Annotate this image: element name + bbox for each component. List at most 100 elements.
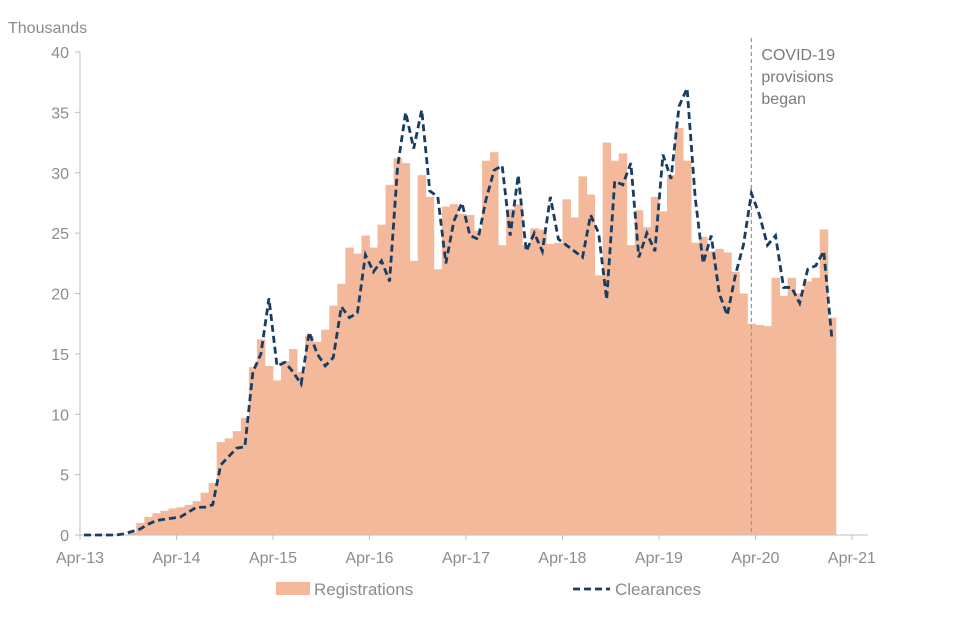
y-unit-label: Thousands (8, 20, 87, 37)
registrations-bar (385, 184, 394, 535)
registrations-bar (281, 361, 290, 535)
registrations-bar (811, 277, 821, 535)
registrations-bar (538, 229, 547, 535)
registrations-bar (514, 204, 523, 535)
registrations-bar (192, 501, 202, 535)
registrations-bar (353, 253, 362, 535)
covid-annotation-text: COVID-19 provisions began (761, 47, 835, 108)
registrations-bar (337, 283, 346, 535)
registrations-bar (683, 160, 692, 535)
covid-annotation-line-text: began (761, 91, 806, 108)
registrations-bar (691, 242, 700, 536)
registrations-bar (771, 277, 780, 535)
registrations-bar (184, 504, 193, 535)
registrations-bar (393, 158, 403, 535)
registrations-bar (795, 293, 805, 535)
registrations-bar (715, 248, 724, 535)
registrations-bar (602, 142, 612, 535)
registrations-bar (578, 176, 587, 535)
legend-clearances-label: Clearances (615, 580, 701, 599)
registrations-bar (827, 317, 837, 535)
registrations-bar (409, 260, 419, 535)
registrations-bar (465, 215, 475, 535)
x-tick-label: Apr-21 (828, 550, 876, 567)
registrations-bar (498, 245, 507, 535)
registrations-bar (449, 204, 459, 535)
registrations-bar (160, 510, 169, 535)
registrations-bar (803, 281, 813, 535)
registrations-bar (401, 163, 411, 535)
covid-annotation-line-text: provisions (761, 69, 833, 86)
registrations-bar (626, 245, 636, 535)
y-tick-label: 10 (51, 407, 69, 424)
registrations-bar (457, 213, 467, 535)
registrations-bar (264, 365, 274, 535)
registrations-bar (819, 229, 829, 535)
x-tick-label: Apr-14 (152, 550, 200, 567)
registrations-bars (128, 128, 837, 536)
registrations-bar (755, 324, 764, 535)
registrations-bar (554, 242, 563, 536)
registrations-bar (329, 305, 338, 535)
x-tick-label: Apr-17 (442, 550, 490, 567)
registrations-bar (248, 367, 258, 535)
registrations-bar (441, 206, 451, 535)
x-tick-label: Apr-15 (249, 550, 297, 567)
registrations-bar (723, 252, 732, 535)
registrations-bar (506, 208, 515, 535)
registrations-bar (208, 483, 218, 535)
y-tick-label: 35 (51, 105, 69, 122)
registrations-bar (256, 339, 266, 535)
registrations-bar (642, 227, 652, 535)
registrations-bar (610, 160, 620, 535)
y-tick-label: 40 (51, 45, 69, 62)
registrations-bar (297, 371, 306, 535)
legend-registrations-label: Registrations (314, 580, 413, 599)
registrations-bar (474, 230, 483, 535)
registrations-bar (369, 247, 378, 535)
clearances-line (84, 87, 834, 537)
registrations-bar (522, 245, 531, 535)
registrations-bar (128, 532, 137, 535)
x-axis: Apr-13 Apr-14 Apr-15 Apr-16 Apr-17 Apr-18 Apr-… (56, 534, 876, 567)
registrations-bar (272, 380, 282, 535)
x-tick-label: Apr-16 (345, 550, 393, 567)
registrations-bar (361, 235, 370, 536)
registrations-bar (144, 516, 153, 535)
registrations-bar (490, 152, 499, 535)
y-tick-label: 5 (60, 468, 69, 485)
registrations-bar (417, 175, 427, 536)
registrations-bar (240, 417, 250, 535)
registrations-bar (634, 210, 644, 535)
registrations-bar (787, 277, 797, 535)
registrations-bar (546, 243, 555, 536)
registrations-bar (530, 228, 539, 536)
registrations-bar (168, 508, 177, 535)
registrations-bar (200, 492, 210, 535)
registrations-bar (176, 507, 185, 535)
registrations-bar (232, 431, 242, 535)
y-tick-label: 30 (51, 166, 69, 183)
registrations-bar (377, 224, 386, 536)
legend: Registrations Clearances (276, 580, 701, 599)
y-tick-label: 15 (51, 347, 69, 364)
covid-annotation: COVID-19 provisions began (750, 38, 835, 535)
x-tick-label: Apr-20 (731, 550, 779, 567)
registrations-bar (699, 236, 708, 535)
legend-registrations-swatch (276, 582, 310, 595)
y-tick-label: 25 (51, 226, 69, 243)
registrations-bar (425, 196, 435, 535)
registrations-bar (779, 295, 788, 535)
registrations-bar (594, 275, 604, 535)
registrations-bar (321, 329, 330, 535)
y-tick-label: 20 (51, 287, 69, 304)
registrations-bar (707, 251, 716, 536)
registrations-bar (305, 335, 314, 535)
registrations-bar (482, 160, 491, 535)
registrations-bar (433, 269, 443, 535)
x-tick-label: Apr-13 (56, 550, 104, 567)
registrations-bar (675, 128, 684, 535)
registrations-bar (618, 153, 628, 535)
covid-annotation-line-text: COVID-19 (761, 47, 835, 64)
